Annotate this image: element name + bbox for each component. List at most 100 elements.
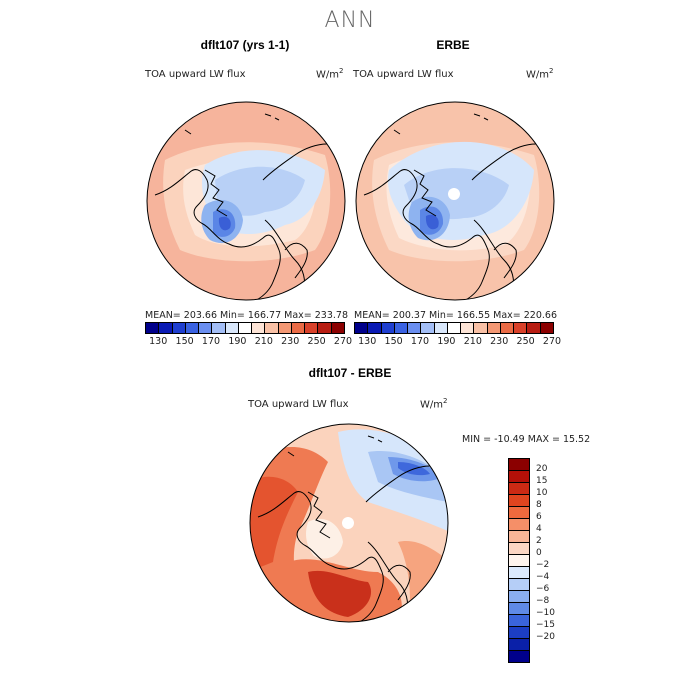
right-colorbar-swatch xyxy=(461,323,475,333)
main-title: ANN xyxy=(324,8,376,33)
diff-map-neutral-zone xyxy=(306,518,343,559)
right-colorbar-tick-label: 270 xyxy=(542,336,562,347)
diff-colorbar-tick-label: −4 xyxy=(536,572,550,582)
right-colorbar-swatch xyxy=(474,323,488,333)
diff-colorbar-tick-label: 4 xyxy=(536,524,542,534)
diff-colorbar-tick-label: 10 xyxy=(536,488,548,498)
diff-panel-title: dflt107 - ERBE xyxy=(308,366,392,380)
left-colorbar-swatch xyxy=(305,323,319,333)
diff-map-pole-hole xyxy=(342,517,354,529)
right-colorbar-tick-label: 250 xyxy=(516,336,535,347)
diff-colorbar-swatch xyxy=(509,495,529,507)
left-colorbar-swatch xyxy=(225,323,239,333)
right-polar-map xyxy=(355,101,555,301)
right-units-label: W/m2 xyxy=(526,67,554,81)
left-colorbar-swatch xyxy=(238,323,253,333)
diff-colorbar-tick-label: 20 xyxy=(536,464,548,474)
diff-colorbar-labels: 20 15 10 8 6 4 2 0 −2 −4 −6 −8 −10 −15 −20 xyxy=(536,458,576,648)
diff-colorbar-tick-label: −6 xyxy=(536,584,550,594)
diff-colorbar-tick-label: −15 xyxy=(536,620,555,630)
diff-colorbar-swatch xyxy=(509,603,529,615)
right-colorbar-swatch xyxy=(500,323,515,333)
diff-colorbar-swatch xyxy=(509,459,529,471)
left-colorbar-swatch xyxy=(159,323,173,333)
diff-colorbar-swatch xyxy=(509,567,529,579)
right-colorbar-tick-label: 190 xyxy=(437,336,456,347)
right-map-pole-hole xyxy=(448,188,460,200)
diff-colorbar-swatch xyxy=(509,579,529,591)
left-colorbar-swatch xyxy=(265,323,279,333)
diff-colorbar-tick-label: 8 xyxy=(536,500,542,510)
left-colorbar-swatch xyxy=(172,323,186,333)
right-colorbar-swatch xyxy=(368,323,382,333)
left-variable-label: TOA upward LW flux xyxy=(145,69,246,80)
diff-colorbar-swatch xyxy=(509,639,529,651)
left-colorbar-swatch xyxy=(252,323,266,333)
right-map-cold-zone-5 xyxy=(425,214,439,230)
diff-colorbar-swatch xyxy=(509,507,529,519)
left-colorbar-tick-label: 190 xyxy=(228,336,247,347)
left-colorbar-tick-label: 230 xyxy=(281,336,300,347)
diff-colorbar-swatch xyxy=(509,651,529,662)
right-stats: MEAN= 200.37 Min= 166.55 Max= 220.66 xyxy=(354,310,558,321)
right-map-coastlines xyxy=(363,113,537,300)
diff-colorbar-tick-label: 0 xyxy=(536,548,542,558)
right-colorbar-swatch xyxy=(514,323,528,333)
diff-variable-label: TOA upward LW flux xyxy=(248,399,349,410)
diff-colorbar-tick-label: −2 xyxy=(536,560,550,570)
left-colorbar-tick-label: 210 xyxy=(254,336,273,347)
right-colorbar-swatch xyxy=(381,323,395,333)
diff-units-label: W/m2 xyxy=(420,397,448,411)
right-colorbar-swatch xyxy=(487,323,501,333)
right-colorbar-swatch xyxy=(408,323,422,333)
left-colorbar-tick-label: 150 xyxy=(175,336,194,347)
left-colorbar-swatch xyxy=(199,323,213,333)
right-colorbar-swatch xyxy=(434,323,448,333)
left-colorbar-swatch xyxy=(185,323,200,333)
left-panel-title: dflt107 (yrs 1-1) xyxy=(200,38,290,52)
diff-colorbar-swatch xyxy=(509,483,529,495)
diff-colorbar-swatch xyxy=(509,471,529,483)
left-colorbar-tick-label: 130 xyxy=(149,336,168,347)
left-stats: MEAN= 203.66 Min= 166.77 Max= 233.78 xyxy=(145,310,349,321)
left-map-coastlines xyxy=(154,113,328,300)
left-colorbar-swatch xyxy=(146,323,160,333)
left-colorbar-swatch xyxy=(278,323,292,333)
left-colorbar-swatch xyxy=(291,323,306,333)
right-colorbar-swatch xyxy=(394,323,409,333)
diff-colorbar-tick-label: −20 xyxy=(536,632,555,642)
right-colorbar-swatch xyxy=(355,323,369,333)
right-colorbar-swatch xyxy=(527,323,541,333)
diff-polar-map xyxy=(249,423,449,623)
left-map-cold-zone-2 xyxy=(215,166,305,216)
diff-colorbar-swatch xyxy=(509,531,529,543)
left-units-label: W/m2 xyxy=(316,67,344,81)
left-colorbar-swatch xyxy=(318,323,332,333)
right-colorbar-tick-label: 210 xyxy=(463,336,482,347)
diff-colorbar-tick-label: 15 xyxy=(536,476,548,486)
diff-colorbar-swatch xyxy=(509,615,529,627)
left-map-cold-zone-5 xyxy=(218,216,231,231)
diff-map-warm-south-core xyxy=(308,570,372,617)
diff-colorbar-swatch xyxy=(509,519,529,531)
diff-colorbar-tick-label: −8 xyxy=(536,596,550,606)
left-colorbar-labels: 130 150 170 190 210 230 250 270 xyxy=(145,336,352,348)
right-colorbar-swatch xyxy=(540,323,553,333)
right-colorbar xyxy=(354,322,554,334)
diff-colorbar-swatch xyxy=(509,543,529,555)
diff-colorbar xyxy=(508,458,530,663)
right-colorbar-tick-label: 130 xyxy=(358,336,377,347)
right-colorbar-swatch xyxy=(447,323,462,333)
right-colorbar-tick-label: 150 xyxy=(384,336,403,347)
diff-colorbar-swatch xyxy=(509,591,529,603)
right-colorbar-swatch xyxy=(421,323,435,333)
diff-colorbar-swatch xyxy=(509,627,529,639)
left-colorbar-tick-label: 170 xyxy=(201,336,221,347)
left-colorbar-swatch xyxy=(331,323,344,333)
left-colorbar-swatch xyxy=(212,323,226,333)
right-colorbar-tick-label: 230 xyxy=(490,336,509,347)
right-colorbar-labels: 130 150 170 190 210 230 250 270 xyxy=(354,336,561,348)
diff-colorbar-tick-label: 6 xyxy=(536,512,542,522)
right-panel-title: ERBE xyxy=(436,38,470,52)
diff-minmax: MIN = -10.49 MAX = 15.52 xyxy=(462,434,591,445)
